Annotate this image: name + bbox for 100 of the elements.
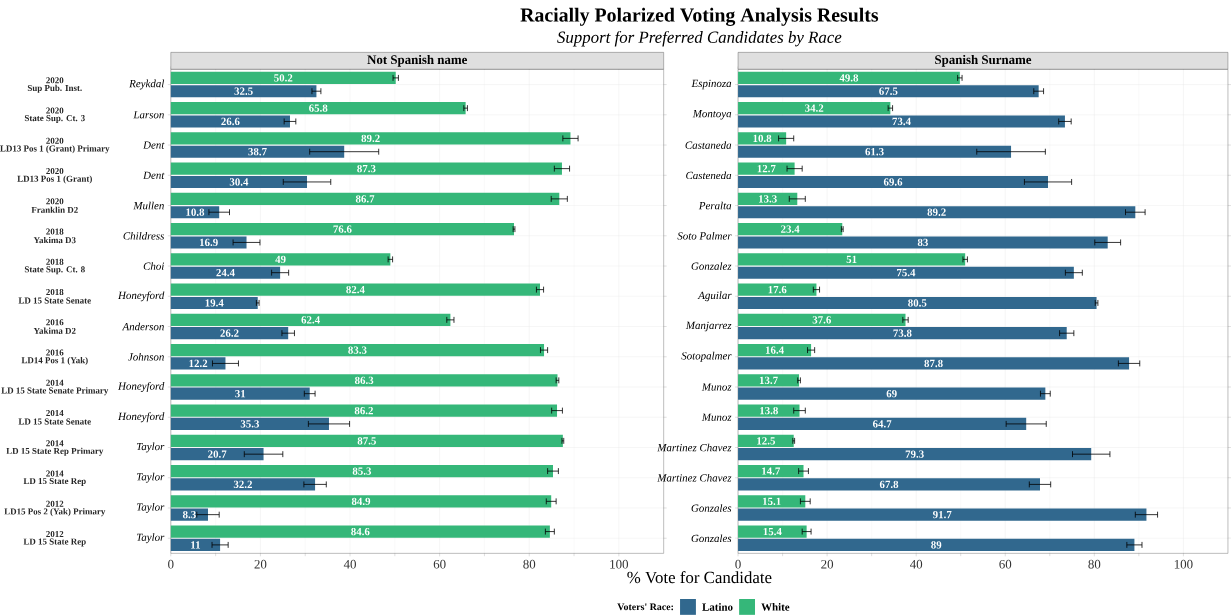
bar	[170, 283, 541, 296]
y-tick-label: Reykdal	[129, 79, 165, 90]
bar	[170, 115, 290, 128]
x-tick-label: 80	[523, 559, 536, 569]
bar	[170, 508, 208, 521]
data-label: 12.2	[189, 359, 208, 368]
data-label: 51	[846, 255, 857, 264]
text: 2012	[46, 500, 64, 507]
data-label: 89.2	[361, 134, 380, 143]
data-label: 13.8	[760, 406, 778, 415]
bar	[738, 236, 1108, 249]
y-tick-label: Gonzales	[691, 504, 732, 512]
text: 2014	[46, 410, 64, 417]
data-label: 62.4	[301, 316, 320, 324]
x-axis-title: % Vote for Candidate	[627, 571, 772, 584]
text: 2020	[46, 137, 64, 144]
bar	[738, 162, 795, 175]
data-label: 61.3	[865, 148, 884, 156]
data-label: 32.2	[233, 480, 253, 489]
x-tick-label: 40	[343, 559, 356, 569]
y-tick-label: Sotopalmer	[681, 351, 732, 362]
data-label: 26.6	[221, 117, 240, 126]
data-label: 67.8	[879, 480, 899, 489]
text: LD 15 State Senate Primary	[1, 387, 109, 396]
text: 2016	[46, 319, 64, 326]
x-tick-label: 20	[821, 559, 834, 569]
bar	[738, 525, 807, 538]
data-label: 24.4	[216, 269, 235, 277]
data-label: 38.7	[248, 148, 267, 156]
data-label: 69	[886, 390, 897, 398]
data-label: 37.6	[812, 316, 831, 324]
data-label: 84.9	[351, 497, 371, 506]
data-label: 19.4	[205, 299, 224, 307]
text: Sup Pub. Inst.	[27, 84, 82, 93]
data-label: 30.4	[229, 178, 249, 186]
bar	[738, 253, 966, 266]
legend-title: Voters' Race:	[617, 603, 674, 611]
data-label: 73.8	[893, 329, 912, 337]
data-label: 84.6	[351, 527, 370, 536]
text: LD13 Pos 1 (Grant) Primary	[0, 145, 110, 154]
bar	[170, 344, 545, 357]
bar	[738, 387, 1046, 400]
bar	[170, 417, 329, 431]
text: LD 15 State Senate	[18, 297, 91, 304]
text: 2018	[46, 228, 64, 235]
data-label: 11	[191, 541, 201, 549]
y-tick-label: Childress	[123, 232, 164, 240]
bar	[738, 538, 1135, 552]
bar	[738, 344, 812, 357]
data-label: 15.1	[763, 497, 781, 506]
data-label: 86.2	[354, 406, 373, 415]
bar	[170, 465, 553, 478]
data-label: 89	[931, 541, 942, 549]
x-tick-label: 40	[910, 559, 923, 569]
bar	[738, 145, 1012, 158]
data-label: 49.8	[839, 74, 859, 82]
bar	[738, 266, 1074, 279]
text: Yakima D3	[33, 236, 76, 244]
data-label: 65.8	[309, 104, 328, 112]
text: 2020	[46, 107, 64, 114]
data-label: 16.4	[765, 346, 784, 354]
bar	[738, 115, 1065, 128]
chart-title: Spanish Surname	[935, 55, 1032, 67]
chart-title: Not Spanish name	[367, 55, 468, 67]
y-tick-label: Taylor	[136, 472, 165, 483]
legend-label: White	[761, 603, 790, 611]
y-tick-label: Gonzalez	[691, 262, 732, 270]
text: LD 15 State Rep	[23, 478, 86, 486]
text: Support for Preferred Candidates by Race	[557, 31, 842, 47]
data-label: 89.2	[927, 208, 946, 216]
legend-label: Latino	[702, 603, 733, 611]
data-label: 34.2	[805, 104, 824, 112]
bar	[170, 357, 226, 370]
text: 2012	[46, 531, 64, 538]
bar	[738, 85, 1039, 98]
bar	[738, 283, 817, 296]
data-label: 50.2	[274, 74, 293, 82]
bar	[738, 206, 1136, 219]
y-tick-label: Honeyford	[117, 412, 165, 423]
bar	[738, 404, 800, 417]
bar	[170, 145, 345, 158]
data-label: 79.3	[905, 450, 924, 458]
data-label: 76.6	[333, 225, 352, 233]
bar	[738, 374, 800, 387]
data-label: 75.4	[897, 269, 916, 277]
y-tick-label: Gonzales	[691, 534, 732, 543]
data-label: 10.8	[753, 134, 772, 143]
bar	[170, 223, 515, 236]
data-label: 20.7	[208, 450, 227, 458]
data-label: 64.7	[872, 420, 892, 428]
data-label: 67.5	[879, 87, 898, 95]
text: 2014	[46, 440, 64, 447]
data-label: 87.5	[357, 437, 376, 445]
bar	[170, 313, 451, 326]
bar	[738, 434, 794, 447]
x-tick-label: 100	[1174, 559, 1193, 569]
data-label: 8.3	[182, 511, 196, 519]
data-label: 17.6	[768, 286, 787, 294]
data-label: 73.4	[892, 117, 911, 126]
bar	[738, 417, 1027, 431]
